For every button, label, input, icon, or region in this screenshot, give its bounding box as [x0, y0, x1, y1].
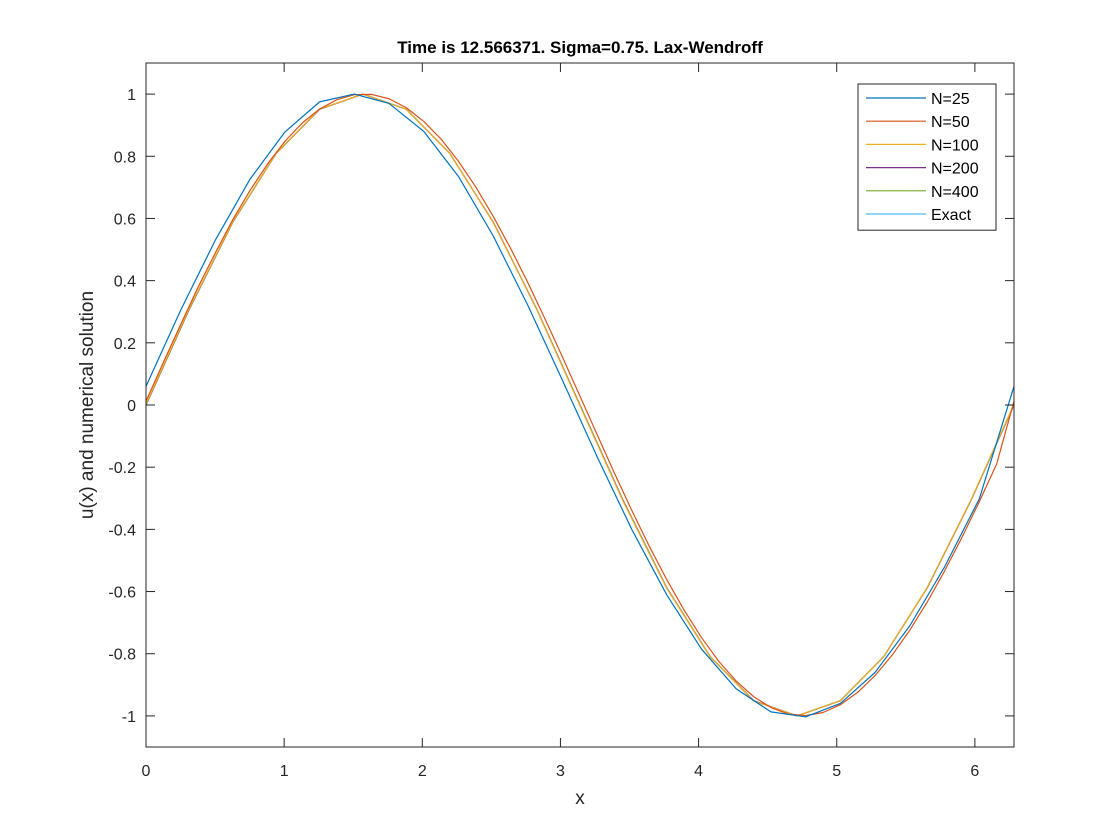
legend-label: N=50	[931, 114, 970, 131]
x-tick-label: 1	[280, 763, 289, 780]
legend-label: N=400	[931, 184, 979, 201]
series-line-n-100	[145, 93, 1015, 717]
series-line-n-25	[145, 93, 1015, 718]
x-tick-label: 6	[970, 763, 979, 780]
x-axis: 0 1 2 3 4 5 6	[142, 63, 979, 780]
legend-label: N=100	[931, 137, 979, 154]
y-tick-label: -0.8	[108, 647, 136, 664]
y-tick-label: -0.4	[108, 522, 136, 539]
y-tick-label: 1	[127, 87, 136, 104]
chart-title: Time is 12.566371. Sigma=0.75. Lax-Wendr…	[397, 38, 763, 57]
y-tick-label: 0.8	[114, 149, 136, 166]
y-tick-label: 0.2	[114, 336, 136, 353]
x-tick-label: 5	[832, 763, 841, 780]
x-tick-label: 4	[694, 763, 703, 780]
x-tick-label: 2	[418, 763, 427, 780]
y-axis: -1 -0.8 -0.6 -0.4 -0.2 0 0.2 0.4 0.6 0.8 1	[108, 87, 1014, 726]
plot-lines	[145, 93, 1015, 718]
x-tick-label: 0	[142, 763, 151, 780]
x-axis-label: x	[575, 788, 585, 809]
legend-label: N=200	[931, 161, 979, 178]
x-tick-label: 3	[556, 763, 565, 780]
y-tick-label: -0.6	[108, 585, 136, 602]
legend-label: N=25	[931, 91, 970, 108]
y-tick-label: -1	[122, 709, 136, 726]
series-line-n-50	[145, 93, 1015, 717]
y-tick-label: 0	[127, 398, 136, 415]
y-tick-label: 0.4	[114, 274, 136, 291]
legend-box	[857, 83, 997, 231]
y-axis-label: u(x) and numerical solution	[77, 291, 98, 519]
legend: N=25 N=50 N=100 N=200 N=400 Exact	[857, 83, 997, 231]
y-tick-label: 0.6	[114, 211, 136, 228]
y-tick-label: -0.2	[108, 460, 136, 477]
legend-label: Exact	[931, 207, 972, 224]
